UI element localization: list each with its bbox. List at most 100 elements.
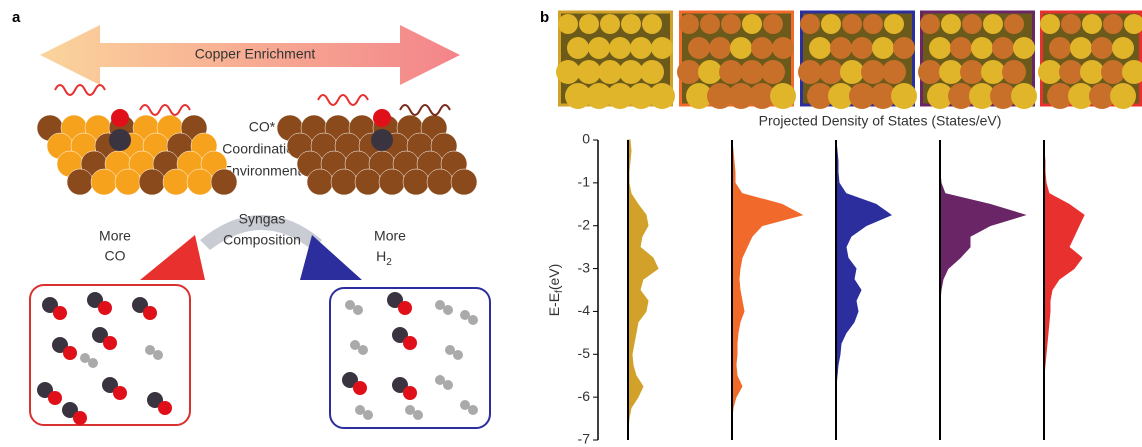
surface-atom [630, 37, 652, 59]
hydrogen [358, 345, 368, 355]
hydrogen [405, 405, 415, 415]
surface-atom [649, 83, 675, 109]
surface-atom [992, 37, 1014, 59]
hydrogen [413, 410, 423, 420]
hydrogen [353, 305, 363, 315]
hydrogen [153, 350, 163, 360]
surface-atom [640, 60, 664, 84]
density-area [627, 139, 659, 440]
species-sub: 2 [386, 257, 392, 268]
surface-atom [598, 60, 622, 84]
surface-atom [609, 37, 631, 59]
surface-atom [677, 60, 701, 84]
surface-atom [1124, 14, 1142, 34]
surface-atom [941, 14, 961, 34]
h2-triangle [300, 235, 362, 280]
surface-atom [863, 14, 883, 34]
surface-atom [1101, 60, 1125, 84]
surface-atom [872, 37, 894, 59]
surface-atom [770, 83, 796, 109]
surface-atom [709, 37, 731, 59]
hydrogen [468, 405, 478, 415]
surface-atom [763, 14, 783, 34]
panel-b: b Projected Density of States (States/eV… [540, 9, 1142, 447]
oxygen [103, 336, 117, 350]
oxygen [143, 306, 157, 320]
surface-atom [990, 83, 1016, 109]
surface-atom [1091, 37, 1113, 59]
surface-atom [600, 14, 620, 34]
ylabel-main: E-E [546, 293, 562, 316]
surface-atom [851, 37, 873, 59]
center-text: Environment [223, 163, 302, 179]
surface-atom [893, 37, 915, 59]
atom [114, 168, 142, 196]
hydrogen [350, 340, 360, 350]
wave [399, 104, 451, 116]
surface-atom [882, 60, 906, 84]
surface-atom [1004, 14, 1024, 34]
surface-atom [698, 60, 722, 84]
y-tick-label: -7 [578, 431, 591, 447]
surface-atom [842, 14, 862, 34]
side-text: CO [105, 248, 126, 264]
carbon [387, 292, 403, 308]
surface-atom [749, 83, 775, 109]
surface-atom [918, 60, 942, 84]
surface-atom [939, 60, 963, 84]
species-main: H [376, 248, 386, 264]
surface-atom [619, 60, 643, 84]
wave [139, 104, 191, 116]
surface-atom [809, 37, 831, 59]
surface-atom [707, 83, 733, 109]
panel-label: a [12, 9, 21, 26]
surface-atom [798, 60, 822, 84]
surface-atom [628, 83, 654, 109]
surface-atom [971, 37, 993, 59]
surface-atom [740, 60, 764, 84]
atom [354, 168, 382, 196]
surface-atom [1070, 37, 1092, 59]
atom [66, 168, 94, 196]
hydrogen [145, 345, 155, 355]
surface-atom [981, 60, 1005, 84]
surface-atom [742, 14, 762, 34]
surface-atom [962, 14, 982, 34]
surface-atom [1122, 60, 1142, 84]
surface-atom [960, 60, 984, 84]
surface-atom [948, 83, 974, 109]
y-axis-label: E-Ef(eV) [546, 264, 565, 317]
surface-atom [586, 83, 612, 109]
atom [210, 168, 238, 196]
co-triangle [140, 235, 205, 280]
surface-atom [861, 60, 885, 84]
surface-atom [579, 14, 599, 34]
surface-atom [969, 83, 995, 109]
chart-title: Projected Density of States (States/eV) [759, 113, 1002, 129]
hydrogen [445, 345, 455, 355]
surface-atom [870, 83, 896, 109]
carbon [342, 372, 358, 388]
carbon [109, 129, 131, 151]
y-tick-label: -1 [578, 174, 591, 190]
carbon [392, 377, 408, 393]
surface-atom [821, 14, 841, 34]
surface-atom [819, 60, 843, 84]
surface-atom [642, 14, 662, 34]
oxygen [48, 391, 62, 405]
surface-atom [730, 37, 752, 59]
y-tick-label: -5 [578, 345, 591, 361]
hydrogen [443, 380, 453, 390]
surface-atom [927, 83, 953, 109]
hydrogen [80, 353, 90, 363]
surface-atom [920, 14, 940, 34]
surface-atom [588, 37, 610, 59]
carbon [92, 327, 108, 343]
center-text: Coordination [222, 141, 301, 157]
surface-atom [679, 14, 699, 34]
surface-atom [1002, 60, 1026, 84]
surface-atom [688, 37, 710, 59]
surface-atom [1049, 37, 1071, 59]
atom [450, 168, 478, 196]
